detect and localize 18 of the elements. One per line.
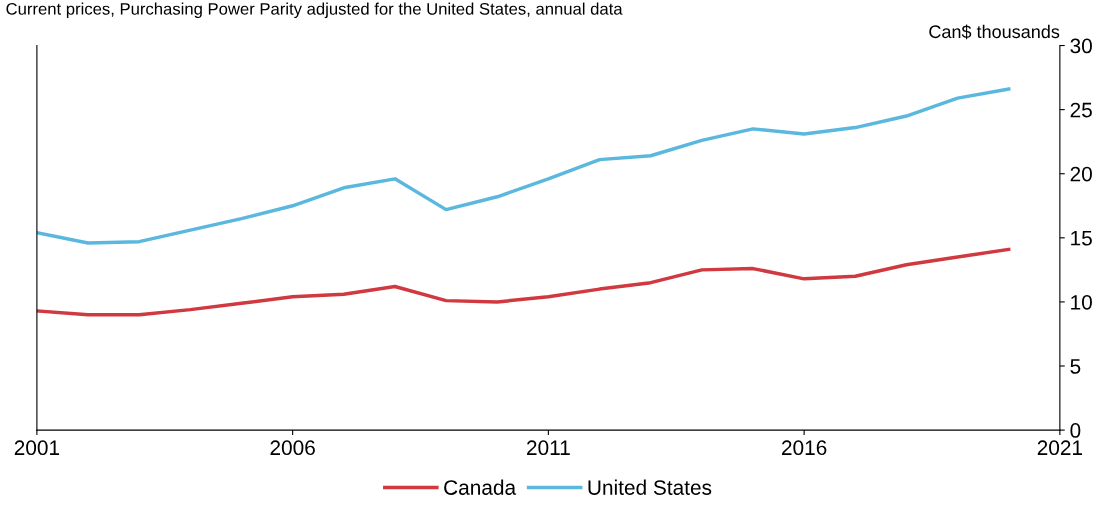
x-tick-label: 2006 bbox=[270, 440, 315, 456]
x-tick-label: 2001 bbox=[14, 440, 60, 456]
legend-label: United States bbox=[588, 479, 712, 495]
y-tick-label: 0 bbox=[1070, 423, 1081, 438]
line-series bbox=[36, 87, 1011, 245]
x-tick-label: 2011 bbox=[527, 440, 570, 456]
legend-label: Canada bbox=[444, 479, 517, 495]
y-tick-label: 25 bbox=[1070, 102, 1092, 118]
y-axis-title: Can$ thousands bbox=[929, 24, 1060, 40]
line-series bbox=[36, 247, 1011, 317]
y-tick-label: 30 bbox=[1070, 38, 1092, 54]
y-tick-label: 20 bbox=[1070, 166, 1092, 182]
x-tick-label: 2021 bbox=[1037, 440, 1083, 456]
x-tick-label: 2016 bbox=[782, 440, 827, 456]
y-tick-label: 10 bbox=[1071, 294, 1092, 310]
chart-subtitle: Current prices, Purchasing Power Parity adjusted for the United States, annual data bbox=[6, 2, 623, 19]
y-tick-label: 5 bbox=[1070, 359, 1081, 374]
y-tick-label: 15 bbox=[1071, 231, 1092, 246]
